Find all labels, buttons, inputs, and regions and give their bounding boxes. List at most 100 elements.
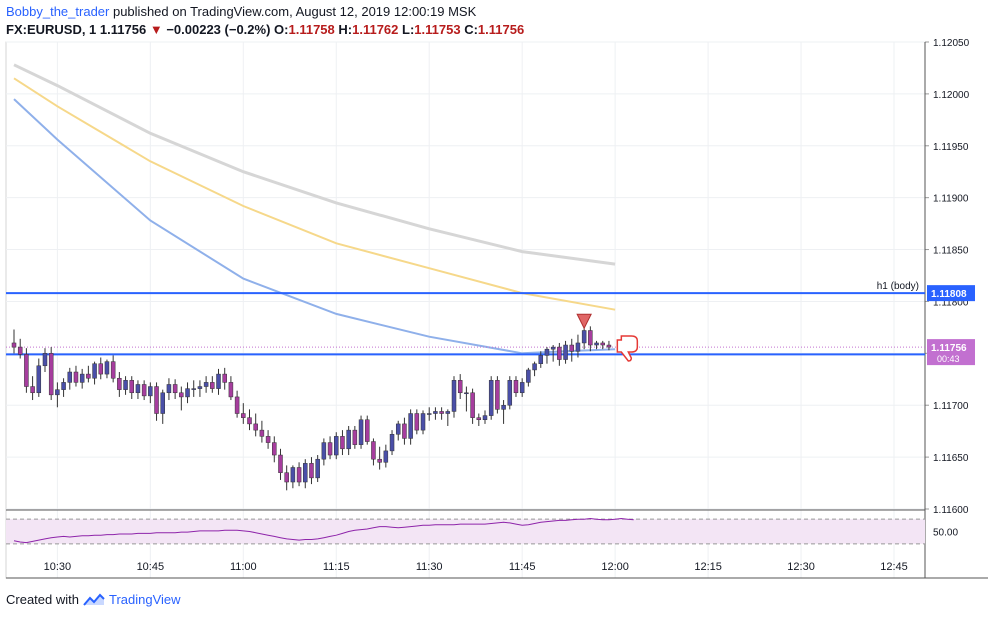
tradingview-logo-icon <box>83 593 105 606</box>
y-tick-label: 1.11600 <box>933 505 969 516</box>
tradingview-link[interactable]: TradingView <box>108 592 181 607</box>
plot-area <box>5 41 926 579</box>
candle-body <box>104 361 110 375</box>
candle-body <box>160 392 165 414</box>
y-tick-label: 1.12050 <box>933 38 970 49</box>
candle-body <box>519 382 525 394</box>
high-label: H: <box>338 22 353 37</box>
candle-body <box>488 380 494 416</box>
symbol-line: FX:EURUSD, 1 1.11756 ▼ −0.00223 (−0.2%) … <box>6 22 524 37</box>
created-with-text: Created with <box>6 592 79 607</box>
candle-body <box>476 417 482 421</box>
candle-body <box>166 384 172 394</box>
x-tick-label: 11:15 <box>323 561 350 573</box>
candle-body <box>563 344 568 360</box>
last-price-label: 1.11756 <box>931 343 967 354</box>
candle-body <box>79 373 85 383</box>
candle-body <box>358 419 364 445</box>
candle-body <box>426 413 432 415</box>
close-label: C: <box>464 22 478 37</box>
last-price-tag <box>927 339 975 366</box>
candle-body <box>588 330 593 346</box>
rsi-band <box>6 519 925 544</box>
bar-countdown: 00:43 <box>937 354 960 364</box>
candle-body <box>544 348 550 356</box>
candle-body <box>42 353 48 367</box>
candle-body <box>98 363 104 375</box>
symbol: FX:EURUSD, 1 <box>6 22 97 37</box>
rsi-50-label: 50.00 <box>933 528 958 539</box>
candle-body <box>61 382 66 390</box>
candle-body <box>600 342 605 346</box>
level-caption: h1 (body) <box>877 281 919 292</box>
x-tick-label: 11:45 <box>509 561 536 573</box>
x-tick-label: 12:00 <box>601 561 629 573</box>
candle-body <box>575 342 581 352</box>
candle-body <box>148 386 153 397</box>
candle-body <box>265 436 271 443</box>
down-triangle-icon: ▼ <box>149 22 163 37</box>
moving-average-blue <box>13 98 616 355</box>
candle-body <box>154 386 159 414</box>
candle-body <box>495 380 500 410</box>
candle-body <box>110 361 116 379</box>
candle-body <box>557 346 562 360</box>
candle-body <box>371 441 376 460</box>
candle-body <box>334 436 339 456</box>
candle-body <box>284 472 289 483</box>
candle-body <box>569 344 575 352</box>
candle-body <box>470 392 475 418</box>
candle-body <box>433 411 438 414</box>
candle-body <box>346 429 351 450</box>
candle-body <box>272 442 277 456</box>
y-tick-label: 1.11800 <box>933 297 969 308</box>
y-tick-label: 1.11700 <box>933 401 969 412</box>
candle-body <box>179 392 184 398</box>
candle-body <box>451 380 457 412</box>
candle-body <box>86 373 91 379</box>
candle-body <box>445 411 451 414</box>
x-tick-label: 12:15 <box>694 561 722 573</box>
candle-body <box>203 382 209 387</box>
candle-body <box>36 365 42 394</box>
candle-body <box>507 380 513 406</box>
candle-body <box>352 429 358 445</box>
candle-body <box>17 346 23 355</box>
candle-body <box>464 392 469 395</box>
candle-body <box>172 384 178 394</box>
candle-body <box>395 423 401 435</box>
candle-body <box>259 429 265 437</box>
publish-line: Bobby_the_trader published on TradingVie… <box>6 4 476 19</box>
footer: Created with TradingView <box>6 592 181 607</box>
candle-body <box>48 353 54 396</box>
x-tick-label: 12:30 <box>787 561 815 573</box>
candle-body <box>185 388 190 398</box>
candle-body <box>73 371 79 383</box>
candle-body <box>606 344 612 348</box>
candle-body <box>234 396 240 414</box>
low-label: L: <box>402 22 415 37</box>
low-value: 1.11753 <box>414 22 461 37</box>
candle-body <box>303 463 308 483</box>
candle-body <box>327 442 333 456</box>
candle-body <box>253 423 258 431</box>
y-tick-label: 1.12000 <box>933 90 970 101</box>
candle-body <box>55 389 60 396</box>
candle-body <box>364 419 370 442</box>
candle-body <box>241 413 246 418</box>
candle-body <box>581 330 587 344</box>
candle-body <box>538 355 544 364</box>
candle-body <box>141 384 147 397</box>
candle-body <box>30 386 35 394</box>
open-label: O: <box>274 22 289 37</box>
candle-body <box>408 413 413 439</box>
candle-body <box>383 450 389 463</box>
change: −0.00223 (−0.2%) <box>166 22 271 37</box>
author-name[interactable]: Bobby_the_trader <box>6 4 110 19</box>
y-tick-label: 1.11900 <box>933 194 969 205</box>
candle-body <box>457 380 463 394</box>
high-value: 1.11762 <box>352 22 399 37</box>
x-tick-label: 10:45 <box>137 561 165 573</box>
candle-body <box>210 382 215 389</box>
